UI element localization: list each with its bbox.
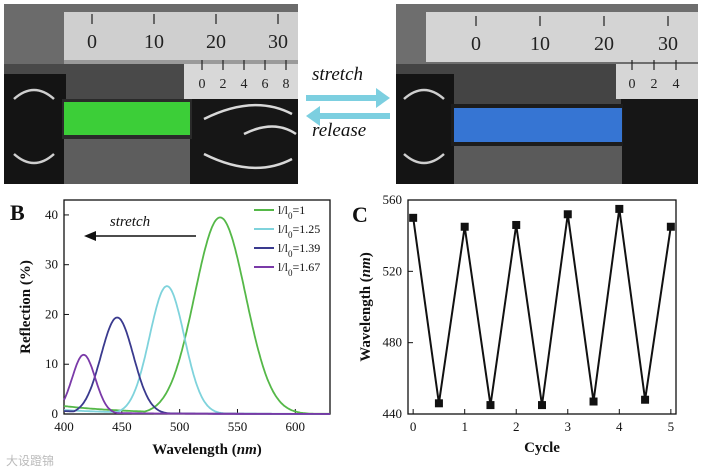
y-axis-label: Wavelength (nm): [358, 252, 374, 362]
ruler-tick-label: 30: [658, 33, 678, 55]
x-axis-label: Cycle: [524, 440, 560, 456]
ruler-tick-label: 0: [629, 77, 636, 92]
data-point: [434, 399, 443, 408]
stretch-label: stretch: [312, 64, 364, 85]
y-tick-label: 20: [45, 306, 58, 321]
x-tick-label: 600: [286, 419, 306, 434]
ruler-tick-label: 0: [199, 77, 206, 92]
ruler-top-right: 0 10 20 30: [471, 16, 678, 55]
x-tick-label: 550: [228, 419, 248, 434]
annotation-stretch: stretch: [110, 214, 150, 230]
ruler-tick-label: 10: [530, 33, 550, 55]
release-label: release: [312, 120, 367, 141]
annotation-arrowhead-icon: [84, 231, 96, 241]
ruler-tick-label: 4: [673, 77, 680, 92]
x-tick-label: 5: [668, 419, 675, 434]
stretch-arrowhead-icon: [376, 88, 390, 108]
legend-label: l/l0=1: [278, 203, 305, 221]
x-tick-label: 3: [565, 419, 572, 434]
data-point: [460, 222, 469, 231]
y-tick-label: 560: [383, 192, 403, 207]
series-line: [412, 208, 672, 406]
x-tick-label: 450: [112, 419, 132, 434]
ruler-top-left: 0 10 20 30: [87, 14, 288, 53]
stretch-release-arrows: [306, 88, 390, 126]
y-tick-label: 40: [45, 207, 58, 222]
y-tick-label: 10: [45, 356, 58, 371]
ruler-tick-label: 20: [594, 33, 614, 55]
legend-label: l/l0=1.25: [278, 222, 320, 240]
x-tick-label: 400: [54, 419, 74, 434]
data-point: [641, 395, 650, 404]
legend-label: l/l0=1.39: [278, 241, 320, 259]
data-point: [486, 401, 495, 410]
legend-label: l/l0=1.67: [278, 260, 320, 278]
elastomer-band-blue: [454, 108, 622, 142]
data-point: [409, 213, 418, 222]
ruler-tick-label: 6: [262, 77, 269, 92]
y-tick-label: 440: [383, 406, 403, 421]
ruler-tick-label: 4: [241, 77, 248, 92]
elastomer-band-green: [64, 102, 190, 135]
data-point: [666, 222, 675, 231]
ruler-tick-label: 10: [144, 31, 164, 53]
x-axis-label: Wavelength (nm): [152, 442, 262, 458]
data-point: [563, 210, 572, 219]
panel-letter-b: B: [10, 200, 25, 225]
ruler-tick-label: 8: [283, 77, 290, 92]
y-axis-label: Reflection (%): [18, 260, 34, 354]
y-tick-label: 30: [45, 257, 58, 272]
data-point: [512, 220, 521, 229]
panel-letter-c: C: [352, 202, 368, 227]
x-tick-label: 4: [616, 419, 623, 434]
data-point: [589, 397, 598, 406]
x-tick-label: 500: [170, 419, 190, 434]
reflection-spectra-chart: 400 450 500 550 600 0 10 20 30 40 Wavelength (nm) R…: [18, 199, 331, 458]
x-tick-label: 2: [513, 419, 520, 434]
ruler-tick-label: 2: [651, 77, 658, 92]
y-tick-label: 520: [383, 263, 403, 278]
cycle-wavelength-chart: 0 1 2 3 4 5 440 480 520 560 Cycle Wavelength (nm): [358, 192, 677, 456]
ruler-tick-label: 0: [87, 31, 97, 53]
data-point: [538, 401, 546, 410]
watermark: 大设蹬锦: [6, 454, 55, 468]
y-tick-label: 0: [52, 406, 59, 421]
series-line: [63, 216, 330, 415]
series-line: [63, 285, 330, 415]
ruler-tick-label: 30: [268, 31, 288, 53]
ruler-tick-label: 20: [206, 31, 226, 53]
y-tick-label: 480: [383, 335, 403, 350]
x-tick-label: 1: [461, 419, 468, 434]
release-arrowhead-icon: [306, 106, 320, 126]
ruler-tick-label: 2: [220, 77, 227, 92]
x-tick-label: 0: [410, 419, 417, 434]
plot-frame: [407, 199, 677, 415]
ruler-tick-label: 0: [471, 33, 481, 55]
data-point: [615, 204, 624, 213]
series-line: [63, 353, 330, 415]
